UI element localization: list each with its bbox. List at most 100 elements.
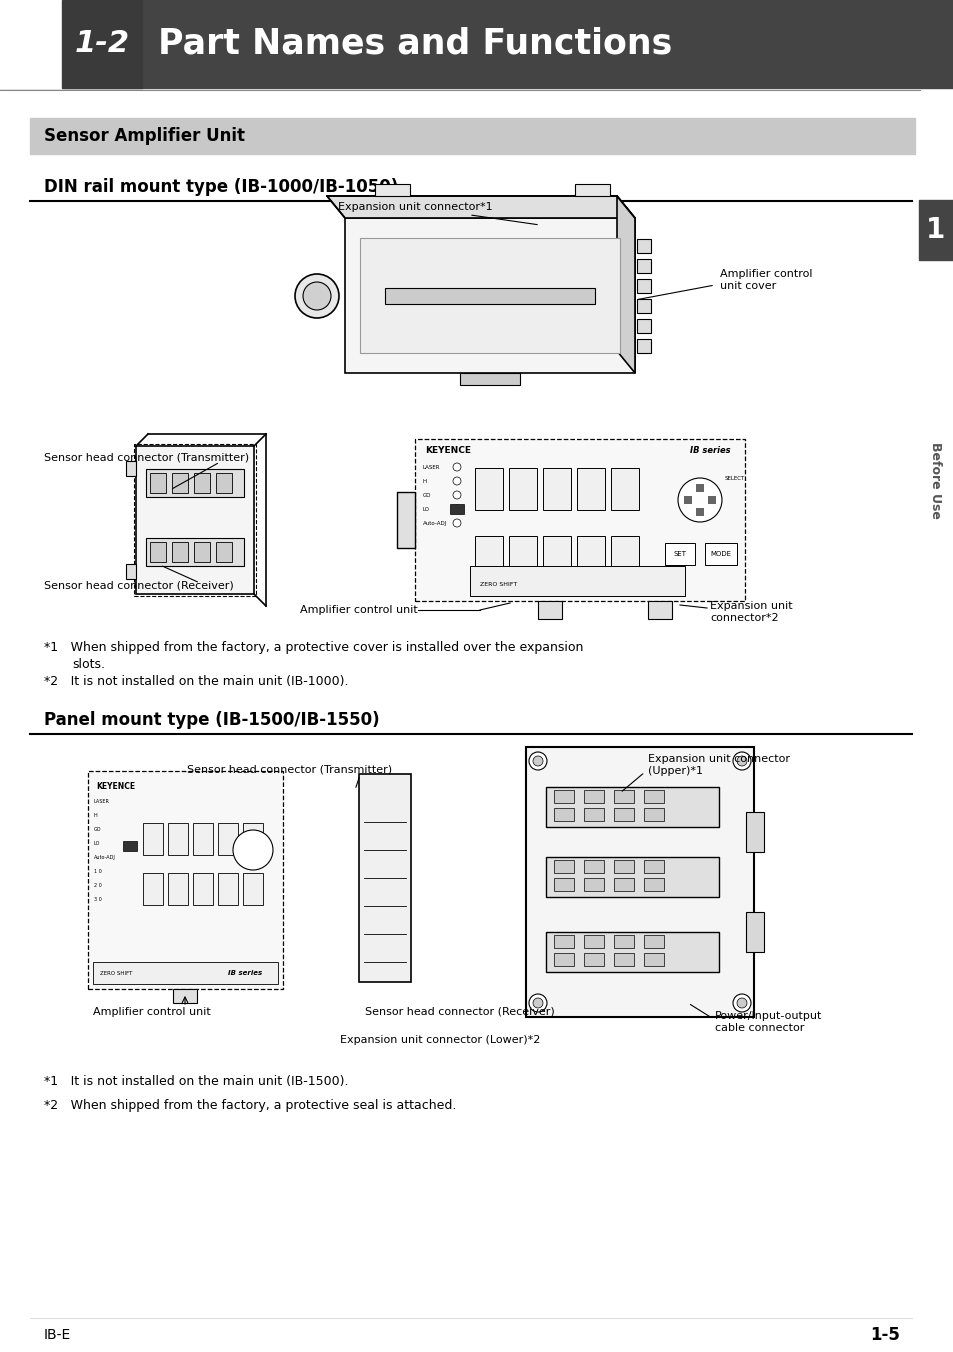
Bar — [575, 184, 609, 196]
Bar — [375, 184, 410, 196]
Bar — [396, 492, 415, 548]
Bar — [243, 873, 263, 904]
Bar — [545, 787, 719, 827]
Bar — [614, 877, 634, 891]
Bar — [643, 936, 663, 948]
Text: Sensor head connector (Receiver): Sensor head connector (Receiver) — [44, 580, 233, 589]
Bar — [696, 484, 703, 492]
Bar — [126, 461, 136, 476]
Bar — [62, 0, 142, 88]
Text: Amplifier control unit: Amplifier control unit — [300, 604, 417, 615]
Bar — [643, 790, 663, 803]
Bar — [745, 813, 763, 852]
Text: *1 It is not installed on the main unit (IB-1500).: *1 It is not installed on the main unit … — [44, 1075, 348, 1088]
Circle shape — [732, 994, 750, 1013]
Bar — [583, 860, 603, 873]
Text: LASER: LASER — [94, 799, 110, 804]
Bar — [88, 771, 283, 990]
Text: KEYENCE: KEYENCE — [96, 781, 135, 791]
Circle shape — [533, 756, 542, 767]
Text: Before Use: Before Use — [928, 442, 942, 518]
Text: 1 0: 1 0 — [94, 869, 102, 873]
Bar — [470, 566, 684, 596]
Bar — [143, 823, 163, 854]
Bar — [542, 468, 571, 510]
Bar — [745, 913, 763, 952]
Circle shape — [732, 752, 750, 771]
Text: GO: GO — [94, 827, 101, 831]
Bar — [542, 535, 571, 579]
Text: Amplifier control unit: Amplifier control unit — [93, 1007, 211, 1017]
Bar — [664, 544, 695, 565]
Bar — [146, 469, 244, 498]
Bar — [614, 936, 634, 948]
Circle shape — [303, 283, 331, 310]
Circle shape — [453, 506, 460, 512]
Polygon shape — [617, 196, 635, 373]
Bar — [172, 542, 188, 562]
Bar — [150, 473, 166, 493]
Bar — [450, 504, 463, 514]
Bar — [146, 538, 244, 566]
Bar — [133, 443, 255, 596]
Bar — [359, 238, 619, 353]
Bar — [475, 468, 502, 510]
Bar — [545, 857, 719, 896]
Bar — [415, 439, 744, 602]
Bar — [193, 542, 210, 562]
Text: Expansion unit connector (Lower)*2: Expansion unit connector (Lower)*2 — [339, 1036, 539, 1045]
Bar — [643, 953, 663, 965]
Bar — [475, 535, 502, 579]
Bar — [218, 873, 237, 904]
Text: Part Names and Functions: Part Names and Functions — [158, 27, 672, 61]
Text: 1-5: 1-5 — [869, 1326, 899, 1344]
Bar — [509, 535, 537, 579]
Bar — [123, 841, 137, 850]
Circle shape — [453, 491, 460, 499]
Text: SET: SET — [673, 552, 686, 557]
Circle shape — [529, 994, 546, 1013]
Text: Sensor head connector (Transmitter): Sensor head connector (Transmitter) — [44, 453, 249, 462]
Text: Amplifier control
unit cover: Amplifier control unit cover — [720, 269, 812, 291]
Bar — [614, 860, 634, 873]
Bar — [92, 963, 277, 984]
Text: *2 It is not installed on the main unit (IB-1000).: *2 It is not installed on the main unit … — [44, 675, 348, 688]
Bar — [243, 823, 263, 854]
Text: Expansion unit connector*1: Expansion unit connector*1 — [337, 201, 537, 224]
Bar — [215, 473, 232, 493]
Bar — [707, 496, 716, 504]
Text: IB series: IB series — [228, 969, 262, 976]
Polygon shape — [327, 196, 635, 218]
Text: MODE: MODE — [710, 552, 731, 557]
Bar — [554, 953, 574, 965]
Text: H: H — [422, 479, 427, 484]
Bar — [168, 873, 188, 904]
Bar — [583, 936, 603, 948]
Bar — [545, 932, 719, 972]
Text: slots.: slots. — [71, 657, 105, 671]
Bar — [554, 877, 574, 891]
Bar — [610, 535, 639, 579]
Bar — [358, 773, 411, 982]
Text: 1-2: 1-2 — [74, 30, 130, 58]
Bar — [193, 873, 213, 904]
Circle shape — [737, 998, 746, 1009]
Bar — [172, 990, 196, 1003]
Circle shape — [453, 477, 460, 485]
Text: Auto-ADJ: Auto-ADJ — [94, 854, 115, 860]
Text: LO: LO — [94, 841, 100, 846]
Circle shape — [294, 274, 338, 318]
Text: Expansion unit connector
(Upper)*1: Expansion unit connector (Upper)*1 — [647, 754, 789, 776]
Bar — [918, 200, 953, 260]
Bar — [0, 0, 953, 88]
Bar — [637, 319, 650, 333]
Text: 3 0: 3 0 — [94, 896, 102, 902]
Text: SELECT: SELECT — [724, 476, 744, 481]
Text: *1 When shipped from the factory, a protective cover is installed over the expan: *1 When shipped from the factory, a prot… — [44, 641, 583, 654]
Text: LO: LO — [422, 507, 430, 512]
Bar — [637, 279, 650, 293]
Bar — [637, 260, 650, 273]
Text: *2 When shipped from the factory, a protective seal is attached.: *2 When shipped from the factory, a prot… — [44, 1098, 456, 1111]
Bar — [525, 748, 753, 1017]
Bar — [193, 473, 210, 493]
